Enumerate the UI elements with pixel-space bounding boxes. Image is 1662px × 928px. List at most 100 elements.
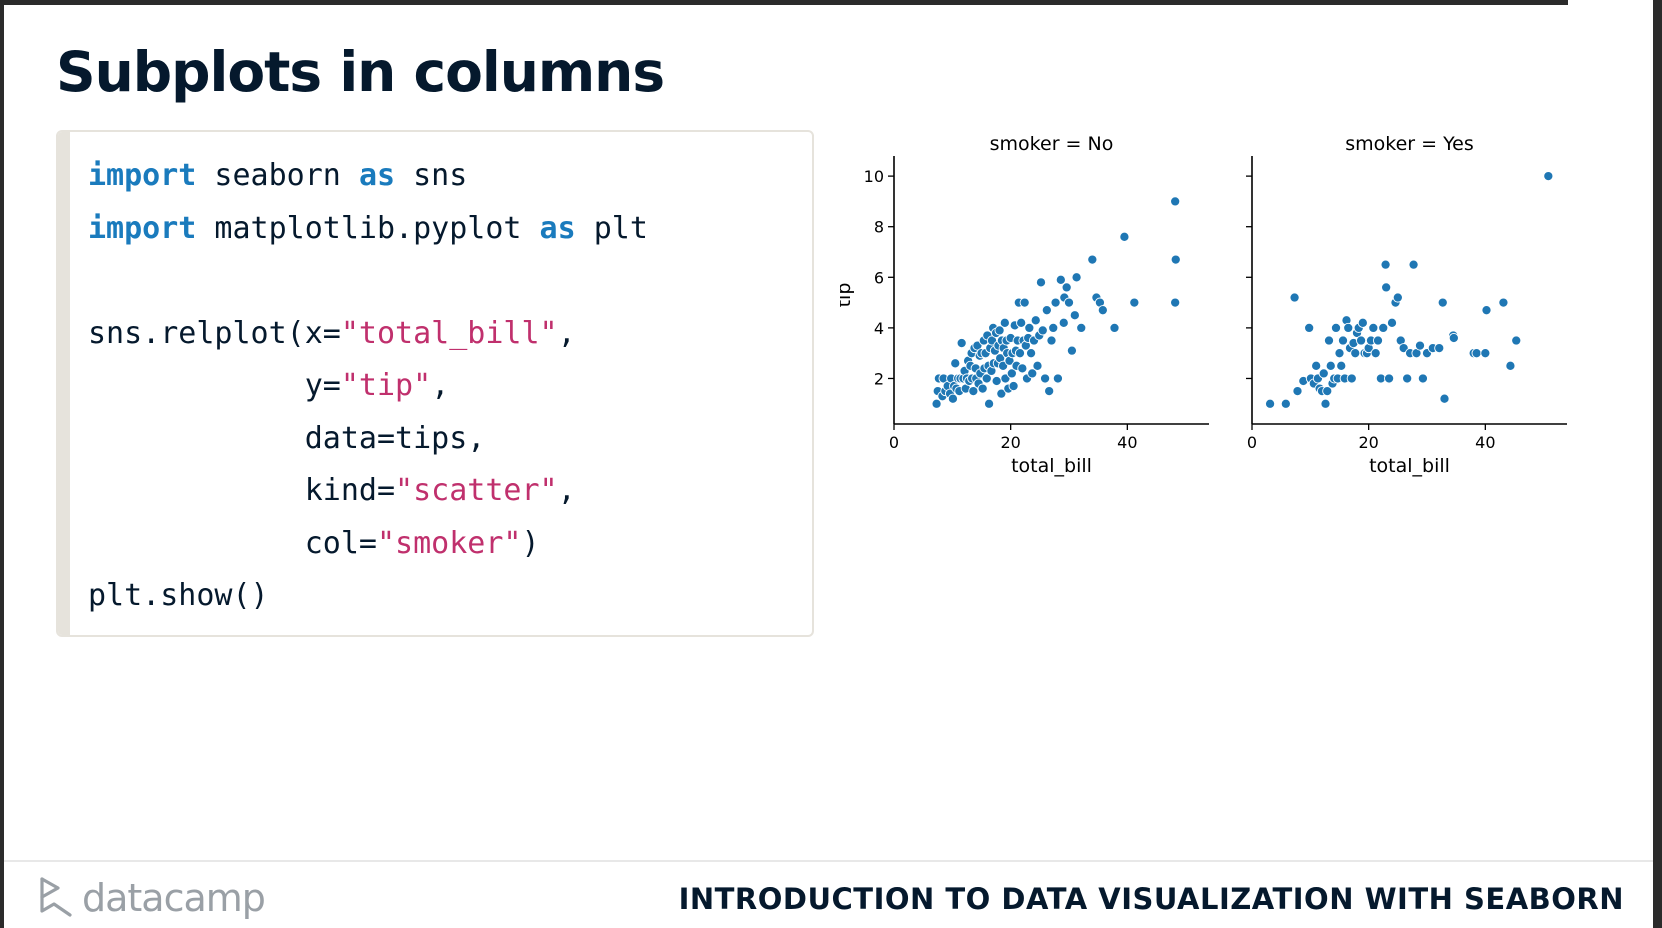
data-point — [1037, 325, 1048, 336]
data-point — [999, 317, 1010, 328]
code-line: kind="scatter", — [88, 465, 648, 518]
y-tick-label: 4 — [874, 319, 884, 338]
data-point — [1019, 297, 1030, 308]
data-point — [1318, 368, 1329, 379]
x-tick-label: 40 — [1475, 433, 1495, 452]
code-text: , — [431, 368, 450, 403]
data-point — [1368, 322, 1379, 333]
y-tick-label: 2 — [874, 369, 884, 388]
x-tick-label: 20 — [1358, 433, 1378, 452]
data-point — [1323, 335, 1335, 346]
data-point — [991, 375, 1002, 387]
code-block: import seaborn as sns import matplotlib.p… — [56, 130, 814, 637]
code-line — [88, 255, 648, 308]
x-axis-label: total_bill — [1011, 455, 1092, 477]
data-point — [968, 386, 979, 397]
data-point — [1048, 322, 1059, 333]
data-point — [1343, 322, 1354, 333]
data-point — [1543, 171, 1554, 182]
data-point — [1384, 373, 1395, 384]
data-point — [956, 338, 967, 349]
code-text: , — [557, 473, 576, 508]
x-tick-label: 20 — [1000, 433, 1020, 452]
data-point — [1334, 348, 1345, 359]
chart-figure: 2 4 6 8 10 0 20 40 smoker = No total_bill tip 0 20 40… — [833, 120, 1620, 500]
data-point — [950, 358, 961, 369]
brand: datacamp — [38, 870, 266, 925]
data-point — [1050, 297, 1061, 308]
data-point — [1129, 297, 1140, 308]
data-point — [1058, 317, 1069, 328]
code-keyword: import — [88, 158, 197, 193]
data-point — [1069, 310, 1080, 321]
code-body: import seaborn as sns import matplotlib.p… — [88, 150, 648, 623]
x-tick-label: 0 — [889, 433, 899, 452]
data-point — [1350, 348, 1361, 359]
data-point — [1381, 282, 1392, 293]
data-point — [1052, 373, 1063, 384]
data-point — [1066, 345, 1077, 356]
data-point — [1170, 297, 1181, 308]
data-point — [1392, 292, 1403, 303]
brand-name: datacamp — [82, 875, 266, 920]
data-point — [1320, 398, 1331, 409]
data-point — [1380, 259, 1391, 270]
x-axis-label: total_bill — [1369, 455, 1450, 477]
data-point — [1061, 282, 1072, 293]
panel-title: smoker = Yes — [1345, 133, 1474, 155]
data-point — [1356, 335, 1367, 346]
data-point — [984, 398, 995, 409]
data-point — [1280, 398, 1291, 409]
course-title: INTRODUCTION TO DATA VISUALIZATION WITH … — [678, 882, 1624, 916]
code-string: "smoker" — [376, 525, 522, 561]
data-point — [1040, 373, 1051, 384]
code-text: , — [557, 315, 576, 351]
data-point — [1336, 360, 1347, 371]
code-keyword: import — [88, 210, 197, 246]
chart-svg: 2 4 6 8 10 0 20 40 smoker = No total_bill tip 0 20 40… — [833, 133, 1567, 477]
data-point — [1337, 335, 1349, 346]
code-line: plt.show() — [88, 570, 648, 623]
data-point — [1035, 277, 1047, 288]
data-point — [1017, 363, 1028, 374]
data-point — [1439, 393, 1450, 404]
data-point — [1030, 315, 1041, 326]
code-line: import seaborn as sns — [88, 150, 648, 203]
data-point — [1289, 292, 1300, 303]
code-string: "total_bill" — [340, 315, 558, 351]
data-point — [981, 373, 992, 384]
data-point — [1071, 272, 1082, 283]
data-point — [1027, 368, 1038, 379]
data-point — [1434, 343, 1445, 354]
y-tick-label: 8 — [874, 218, 884, 237]
code-string: "scatter" — [395, 473, 558, 508]
x-tick-label: 0 — [1247, 433, 1257, 452]
datacamp-logo-icon — [40, 876, 72, 917]
code-text: sns.relplot(x= — [88, 315, 341, 351]
data-point — [1480, 348, 1491, 359]
code-text: ) — [521, 525, 540, 561]
data-point — [1325, 360, 1336, 371]
x-tick-label: 40 — [1117, 433, 1137, 452]
data-point — [1109, 322, 1120, 333]
data-point — [1032, 360, 1043, 371]
code-line: col="smoker") — [88, 518, 648, 571]
data-point — [1170, 196, 1181, 207]
data-point — [996, 388, 1007, 399]
data-point — [1008, 381, 1019, 392]
data-point — [1055, 274, 1066, 285]
data-point — [1498, 297, 1509, 308]
data-point — [1097, 305, 1108, 316]
data-point — [1087, 254, 1098, 265]
data-point — [1505, 360, 1516, 371]
slide-title: Subplots in columns — [56, 40, 665, 104]
data-point — [1063, 297, 1075, 308]
code-text: data=tips, — [88, 420, 486, 456]
data-point — [1016, 317, 1027, 328]
data-point — [1448, 332, 1459, 344]
code-block-stripe — [58, 132, 70, 635]
data-point — [1357, 317, 1368, 328]
code-text: seaborn — [196, 158, 359, 193]
data-point — [1292, 386, 1303, 397]
code-line: sns.relplot(x="total_bill", — [88, 308, 648, 361]
